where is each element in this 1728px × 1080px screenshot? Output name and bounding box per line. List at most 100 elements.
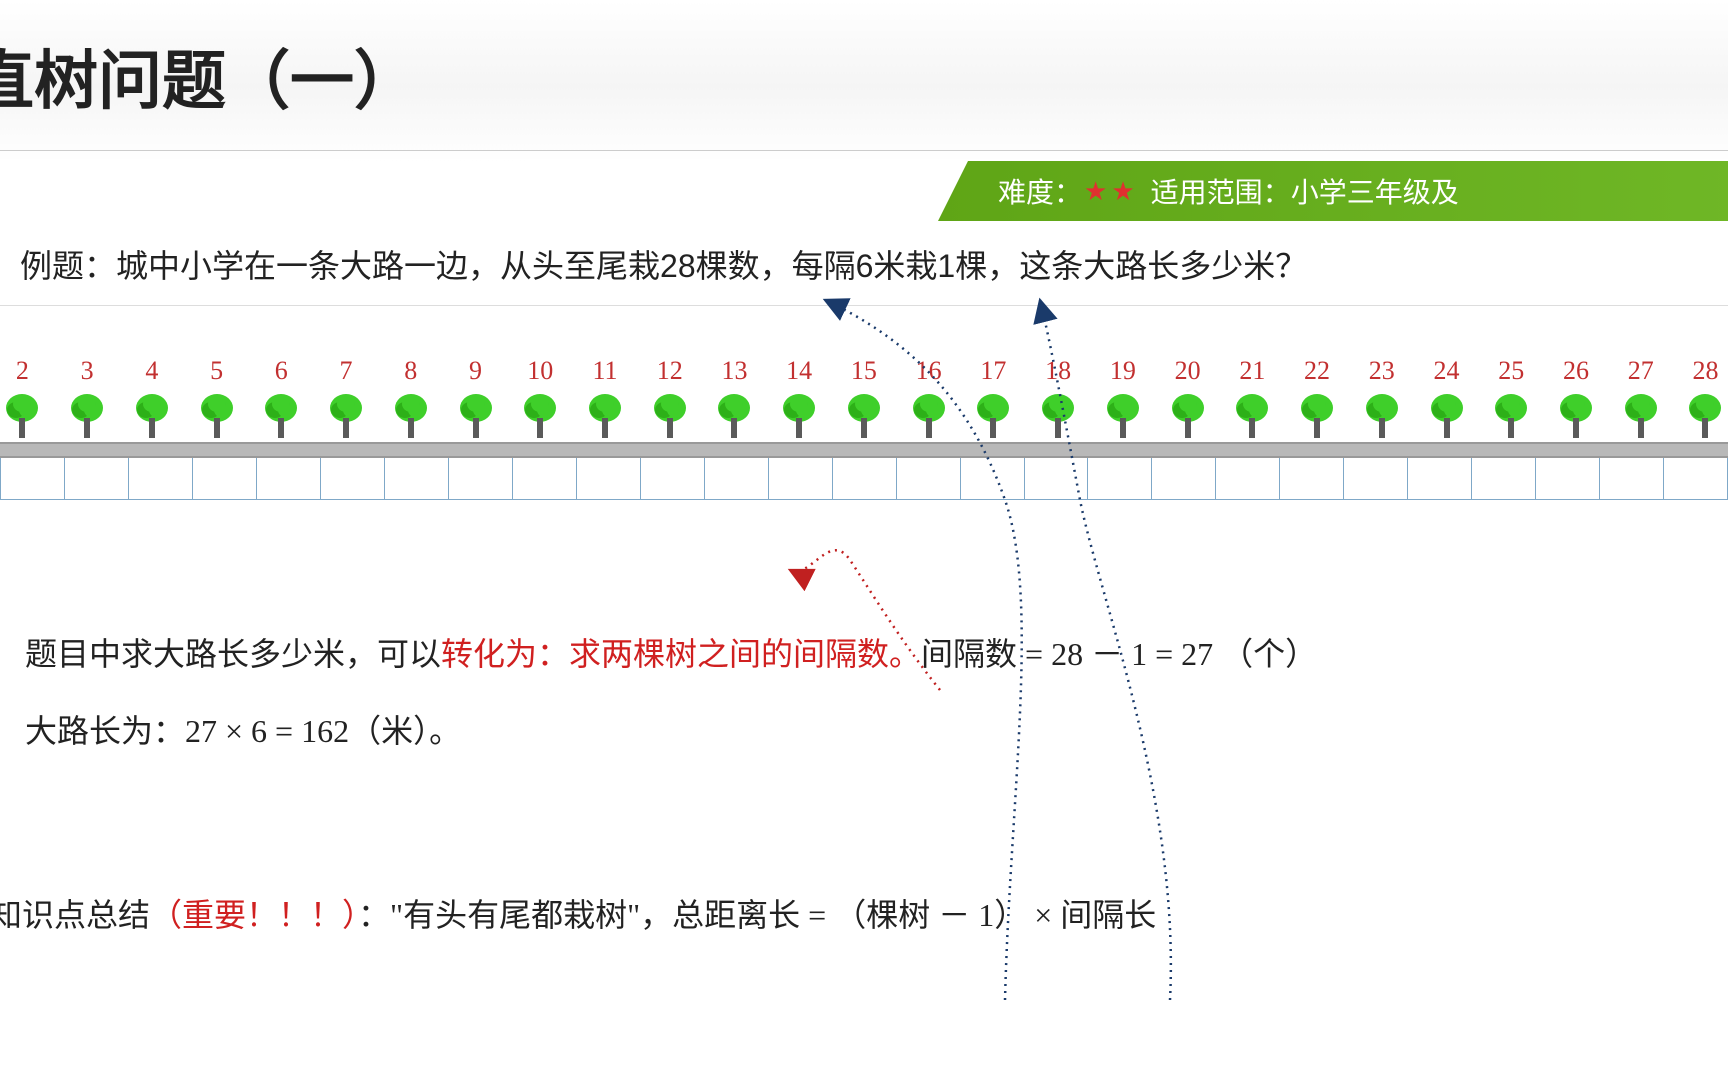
tree-number: 15 xyxy=(851,356,877,386)
tree-number: 14 xyxy=(786,356,812,386)
tree-unit: 9 xyxy=(443,356,508,440)
tree-icon xyxy=(132,392,172,440)
difficulty-badge: 难度： ★ ★ 适用范围： 小学三年级及 xyxy=(938,161,1728,221)
tree-icon xyxy=(67,392,107,440)
interval-cell xyxy=(1,458,65,499)
interval-cell xyxy=(1344,458,1408,499)
tree-icon xyxy=(1491,392,1531,440)
interval-cell xyxy=(1536,458,1600,499)
tree-unit: 17 xyxy=(961,356,1026,440)
tree-number: 13 xyxy=(721,356,747,386)
tree-unit: 12 xyxy=(637,356,702,440)
interval-cell xyxy=(193,458,257,499)
tree-unit: 24 xyxy=(1414,356,1479,440)
tree-number: 23 xyxy=(1369,356,1395,386)
tree-number: 5 xyxy=(210,356,223,386)
tree-number: 8 xyxy=(404,356,417,386)
tree-icon xyxy=(391,392,431,440)
tree-icon xyxy=(1103,392,1143,440)
tree-unit: 19 xyxy=(1090,356,1155,440)
tree-icon xyxy=(1621,392,1661,440)
tree-icon xyxy=(1556,392,1596,440)
tree-icon xyxy=(326,392,366,440)
solution-line-2: 大路长为：27 × 6 = 162（米）。 xyxy=(25,693,1728,770)
tree-unit: 13 xyxy=(702,356,767,440)
summary-line: 知识点总结（重要！！！）："有头有尾都栽树"，总距离长 = （棵树 － 1） ×… xyxy=(0,890,1728,936)
tree-unit: 3 xyxy=(55,356,120,440)
tree-unit: 6 xyxy=(249,356,314,440)
tree-number: 9 xyxy=(469,356,482,386)
interval-cell xyxy=(1600,458,1664,499)
page-title: 直树问题（一） xyxy=(0,0,1728,122)
interval-cell xyxy=(705,458,769,499)
tree-unit: 20 xyxy=(1155,356,1220,440)
tree-icon xyxy=(1362,392,1402,440)
tree-icon xyxy=(1685,392,1725,440)
interval-cell xyxy=(65,458,129,499)
tree-icon xyxy=(2,392,42,440)
interval-cell xyxy=(1408,458,1472,499)
tree-number: 25 xyxy=(1498,356,1524,386)
interval-cell xyxy=(1152,458,1216,499)
tree-unit: 28 xyxy=(1673,356,1728,440)
road-line xyxy=(0,442,1728,458)
interval-cell xyxy=(577,458,641,499)
tree-number: 10 xyxy=(527,356,553,386)
tree-icon xyxy=(197,392,237,440)
solution-line-1: 题目中求大路长多少米，可以转化为：求两棵树之间的间隔数。间隔数 = 28 － 1… xyxy=(25,616,1728,693)
star-icon: ★ xyxy=(1084,176,1107,207)
interval-cell xyxy=(961,458,1025,499)
tree-icon xyxy=(650,392,690,440)
tree-number: 24 xyxy=(1434,356,1460,386)
interval-cell xyxy=(257,458,321,499)
tree-icon xyxy=(1232,392,1272,440)
tree-row: 2 3 4 5 xyxy=(0,356,1728,440)
tree-number: 28 xyxy=(1692,356,1718,386)
problem-text: 例题：城中小学在一条大路一边，从头至尾栽28棵数，每隔6米栽1棵，这条大路长多少… xyxy=(20,241,1728,287)
divider-problem xyxy=(0,305,1728,306)
tree-number: 3 xyxy=(81,356,94,386)
tree-number: 20 xyxy=(1175,356,1201,386)
tree-icon xyxy=(520,392,560,440)
badge-row: 难度： ★ ★ 适用范围： 小学三年级及 xyxy=(0,161,1728,221)
tree-number: 4 xyxy=(145,356,158,386)
tree-number: 19 xyxy=(1110,356,1136,386)
tree-unit: 26 xyxy=(1544,356,1609,440)
interval-cell xyxy=(385,458,449,499)
tree-icon xyxy=(714,392,754,440)
tree-number: 12 xyxy=(657,356,683,386)
interval-cell xyxy=(897,458,961,499)
interval-cell xyxy=(1664,458,1728,499)
difficulty-label: 难度： xyxy=(998,171,1082,211)
interval-cell xyxy=(1025,458,1089,499)
tree-icon xyxy=(909,392,949,440)
tree-number: 22 xyxy=(1304,356,1330,386)
scope-label: 适用范围： xyxy=(1151,171,1291,211)
solution-block: 题目中求大路长多少米，可以转化为：求两棵树之间的间隔数。间隔数 = 28 － 1… xyxy=(25,616,1728,770)
tree-unit: 8 xyxy=(378,356,443,440)
interval-cell xyxy=(1472,458,1536,499)
tree-unit: 4 xyxy=(119,356,184,440)
tree-unit: 7 xyxy=(314,356,379,440)
tree-unit: 22 xyxy=(1285,356,1350,440)
tree-number: 21 xyxy=(1239,356,1265,386)
tree-number: 11 xyxy=(592,356,617,386)
interval-cell xyxy=(833,458,897,499)
tree-icon xyxy=(844,392,884,440)
tree-unit: 18 xyxy=(1026,356,1091,440)
tree-unit: 10 xyxy=(508,356,573,440)
tree-icon xyxy=(261,392,301,440)
interval-cell xyxy=(513,458,577,499)
interval-row xyxy=(0,458,1728,500)
tree-unit: 11 xyxy=(573,356,638,440)
interval-cell xyxy=(1216,458,1280,499)
tree-icon xyxy=(1038,392,1078,440)
interval-cell xyxy=(641,458,705,499)
tree-unit: 21 xyxy=(1220,356,1285,440)
divider-top xyxy=(0,150,1728,151)
tree-icon xyxy=(1427,392,1467,440)
interval-cell xyxy=(1280,458,1344,499)
tree-unit: 16 xyxy=(896,356,961,440)
tree-icon xyxy=(779,392,819,440)
tree-diagram: 2 3 4 5 xyxy=(0,356,1728,526)
